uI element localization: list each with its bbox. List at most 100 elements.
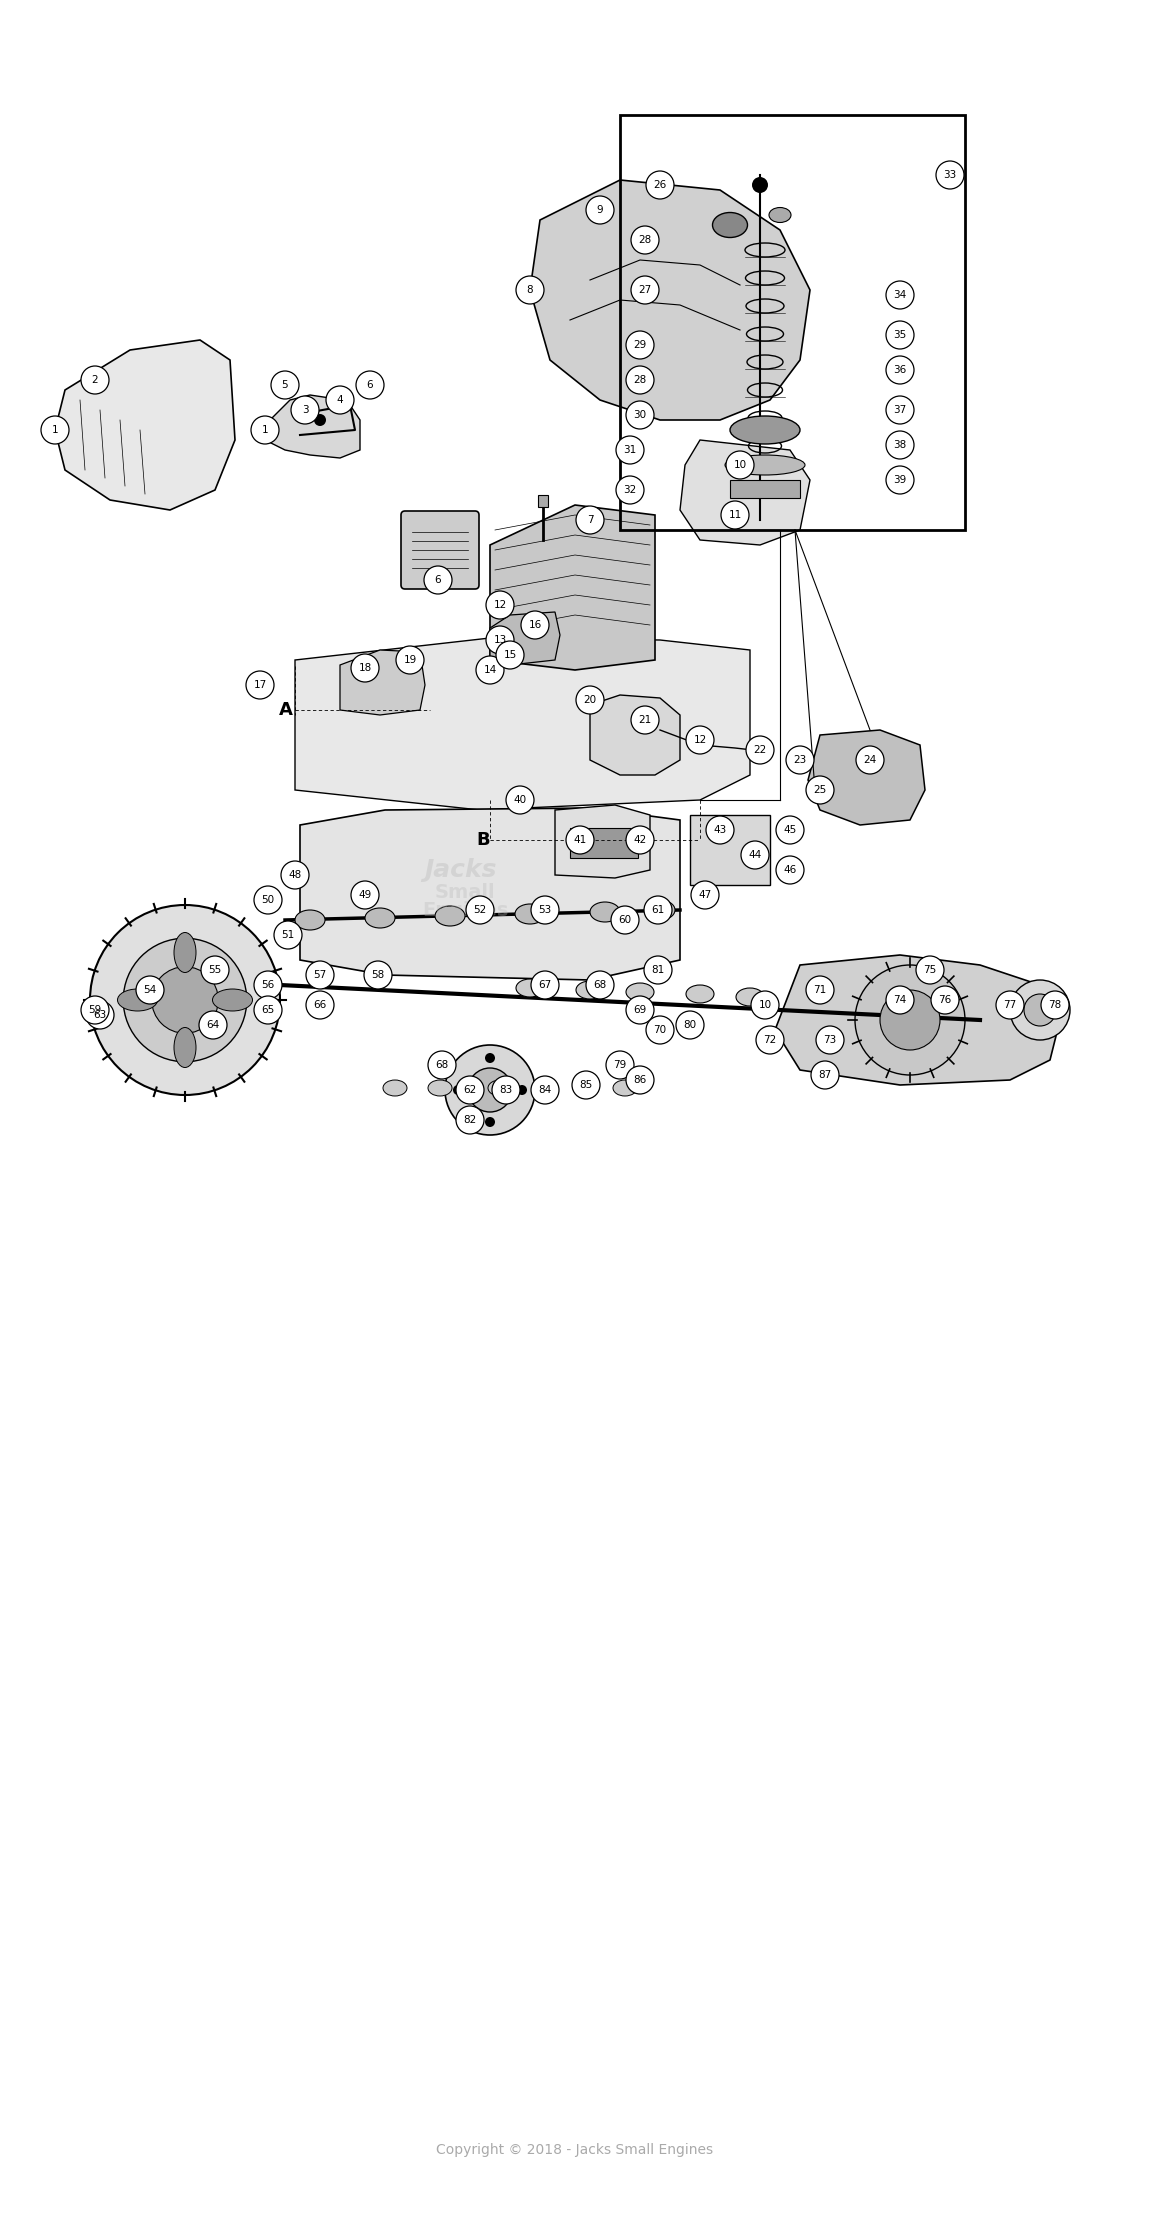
- Circle shape: [996, 990, 1024, 1019]
- Ellipse shape: [435, 905, 465, 925]
- Circle shape: [86, 1001, 114, 1028]
- Circle shape: [626, 330, 654, 359]
- Text: 87: 87: [819, 1070, 831, 1079]
- Circle shape: [306, 961, 334, 988]
- Polygon shape: [680, 439, 810, 544]
- Text: Small: Small: [435, 883, 496, 901]
- Text: 41: 41: [574, 834, 586, 845]
- Circle shape: [314, 415, 325, 426]
- Ellipse shape: [626, 983, 654, 1001]
- Text: 76: 76: [938, 995, 952, 1006]
- Circle shape: [123, 939, 247, 1061]
- Text: Engines: Engines: [422, 901, 508, 919]
- Ellipse shape: [769, 207, 791, 223]
- Ellipse shape: [645, 901, 675, 921]
- FancyBboxPatch shape: [401, 511, 480, 589]
- Circle shape: [611, 905, 639, 934]
- Circle shape: [351, 653, 380, 682]
- Text: 66: 66: [313, 999, 327, 1010]
- Text: 10: 10: [734, 459, 746, 471]
- Circle shape: [626, 401, 654, 428]
- Text: 34: 34: [894, 290, 906, 301]
- Text: 33: 33: [943, 169, 957, 181]
- Circle shape: [646, 1017, 674, 1044]
- Circle shape: [485, 1053, 494, 1064]
- Bar: [538, 495, 549, 506]
- Text: 53: 53: [538, 905, 552, 914]
- Ellipse shape: [296, 910, 325, 930]
- Bar: [690, 814, 771, 885]
- Circle shape: [41, 417, 69, 444]
- Text: 38: 38: [894, 439, 906, 450]
- Text: 14: 14: [483, 665, 497, 676]
- Ellipse shape: [590, 901, 620, 921]
- Text: 4: 4: [337, 395, 344, 406]
- Circle shape: [626, 997, 654, 1024]
- Circle shape: [396, 647, 424, 673]
- Text: 64: 64: [206, 1019, 220, 1030]
- Text: 73: 73: [823, 1035, 837, 1046]
- Text: 20: 20: [583, 696, 597, 705]
- Circle shape: [81, 997, 109, 1024]
- Text: 84: 84: [538, 1086, 552, 1095]
- Ellipse shape: [730, 417, 800, 444]
- Circle shape: [271, 370, 299, 399]
- Ellipse shape: [174, 1028, 196, 1068]
- Circle shape: [531, 970, 559, 999]
- Text: 37: 37: [894, 406, 906, 415]
- Circle shape: [246, 671, 274, 698]
- Text: 69: 69: [634, 1006, 646, 1015]
- Text: 68: 68: [436, 1059, 449, 1070]
- Text: 77: 77: [1003, 999, 1017, 1010]
- Circle shape: [626, 366, 654, 395]
- Text: 28: 28: [634, 375, 646, 386]
- Circle shape: [254, 970, 282, 999]
- Circle shape: [457, 1106, 484, 1135]
- Circle shape: [281, 861, 309, 890]
- Polygon shape: [490, 504, 656, 669]
- Circle shape: [356, 370, 384, 399]
- Circle shape: [626, 825, 654, 854]
- Text: 86: 86: [634, 1075, 646, 1086]
- Circle shape: [492, 1077, 520, 1104]
- Circle shape: [531, 896, 559, 923]
- Circle shape: [886, 357, 914, 384]
- Text: 35: 35: [894, 330, 906, 339]
- Circle shape: [751, 990, 779, 1019]
- Text: 68: 68: [593, 979, 607, 990]
- Polygon shape: [55, 339, 235, 511]
- Polygon shape: [340, 649, 426, 716]
- Text: 15: 15: [504, 649, 516, 660]
- Text: 59: 59: [89, 1006, 101, 1015]
- Circle shape: [518, 1086, 527, 1095]
- Text: 8: 8: [527, 285, 534, 294]
- Circle shape: [576, 687, 604, 714]
- Circle shape: [521, 611, 549, 640]
- Circle shape: [306, 990, 334, 1019]
- Text: 79: 79: [613, 1059, 627, 1070]
- Text: 6: 6: [367, 379, 374, 390]
- Circle shape: [631, 225, 659, 254]
- Ellipse shape: [174, 932, 196, 972]
- Circle shape: [856, 747, 884, 774]
- Ellipse shape: [365, 908, 394, 928]
- Text: 60: 60: [619, 914, 631, 925]
- Circle shape: [199, 1010, 227, 1039]
- Circle shape: [466, 896, 494, 923]
- Polygon shape: [590, 696, 680, 776]
- Circle shape: [854, 966, 965, 1075]
- Text: 48: 48: [289, 870, 301, 881]
- Circle shape: [721, 502, 749, 529]
- Ellipse shape: [213, 988, 253, 1010]
- Text: 24: 24: [864, 756, 876, 765]
- Ellipse shape: [724, 455, 805, 475]
- Circle shape: [756, 1026, 784, 1055]
- Polygon shape: [300, 807, 680, 979]
- Circle shape: [606, 1050, 634, 1079]
- Polygon shape: [555, 805, 650, 879]
- Circle shape: [351, 881, 380, 910]
- Text: 44: 44: [749, 850, 761, 861]
- Text: 3: 3: [301, 406, 308, 415]
- Circle shape: [485, 1117, 494, 1126]
- Text: 75: 75: [923, 966, 936, 975]
